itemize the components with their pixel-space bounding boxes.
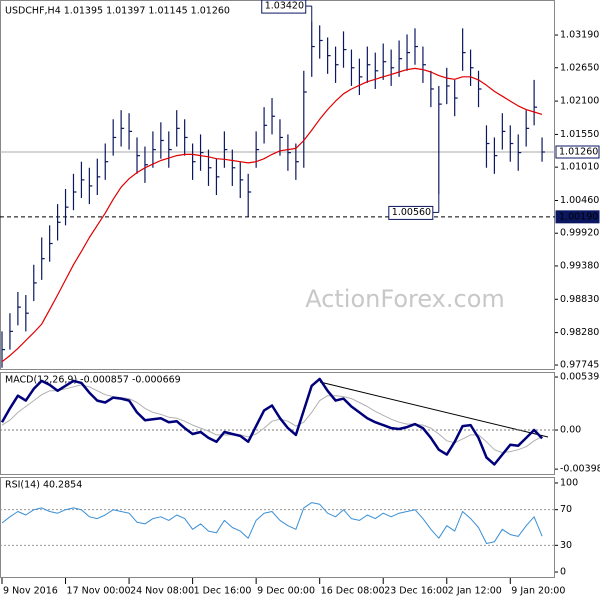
trend-line: [319, 381, 549, 438]
current-price-label: 1.01260: [559, 147, 598, 158]
y-tick-label: 1.00460: [560, 195, 599, 206]
x-tick-label: 9 Jan 20:00: [511, 586, 565, 597]
price-label: 1.03420: [265, 1, 304, 12]
x-tick-label: 17 Nov 00:00: [67, 586, 131, 597]
y-tick-label: 0.00: [560, 425, 581, 436]
x-tick-label: 16 Dec 08:00: [321, 586, 385, 597]
y-tick-label: 0.98830: [560, 294, 599, 305]
macd-panel: [0, 372, 555, 475]
x-tick-label: 9 Dec 00:00: [257, 586, 315, 597]
y-tick-label: 0.97745: [560, 360, 599, 371]
watermark: ActionForex.com: [305, 285, 505, 313]
y-tick-label: 0: [560, 567, 566, 578]
rsi-title: RSI(14) 40.2854: [5, 480, 82, 491]
x-tick-label: 9 Nov 2016: [3, 586, 58, 597]
current-price-box: [555, 145, 600, 159]
y-tick-label: 0.005398: [560, 372, 600, 383]
moving-average: [1, 67, 543, 363]
y-tick-label: 70: [560, 504, 572, 515]
macd-title: MACD(12,26,9) -0.000857 -0.000669: [5, 375, 181, 386]
chart-title: USDCHF,H4 1.01395 1.01397 1.01145 1.0126…: [5, 6, 230, 17]
y-tick-label: 1.02100: [560, 96, 599, 107]
x-tick-label: 24 Nov 08:00: [130, 586, 194, 597]
y-tick-label: 1.02650: [560, 62, 599, 73]
support-box: [555, 210, 600, 224]
y-tick-label: 1.01550: [560, 129, 599, 140]
rsi-panel: [0, 477, 555, 578]
x-tick-label: 1 Dec 16:00: [194, 586, 252, 597]
y-tick-label: 0.99920: [560, 228, 599, 239]
main-panel: [0, 0, 555, 370]
price-label: 1.00560: [392, 207, 431, 218]
macd-line: [0, 377, 544, 466]
x-tick-label: 23 Dec 16:00: [384, 586, 448, 597]
y-tick-label: 1.01010: [560, 162, 599, 173]
support-label: 1.00190: [559, 211, 598, 222]
macd-signal: [1, 384, 543, 454]
y-tick-label: 0.98280: [560, 327, 599, 338]
x-tick-label: 2 Jan 12:00: [448, 586, 502, 597]
y-tick-label: 100: [560, 477, 578, 488]
y-tick-label: 1.03190: [560, 30, 599, 41]
y-tick-label: 30: [560, 540, 572, 551]
y-tick-label: 0.99380: [560, 260, 599, 271]
rsi-line: [1, 502, 543, 544]
